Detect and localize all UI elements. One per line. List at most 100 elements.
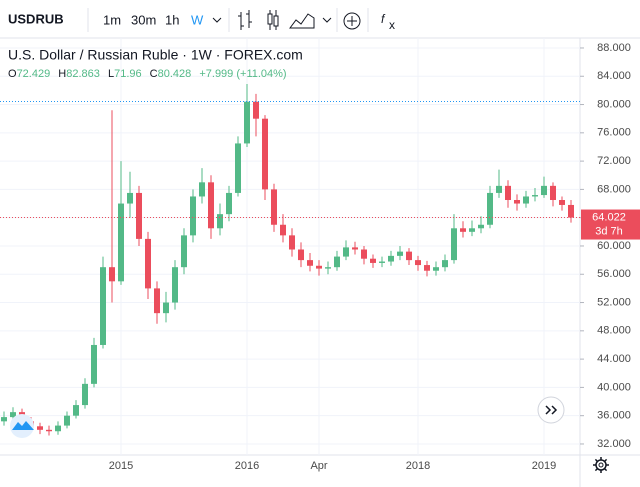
dropdown-arrow[interactable] (212, 17, 222, 23)
candle-body (442, 260, 448, 268)
candle-body (361, 249, 367, 259)
candle-body (514, 200, 520, 204)
bars-icon[interactable] (238, 10, 252, 30)
ohlc-value: 72.429 (17, 68, 51, 80)
candle-body (523, 196, 529, 204)
candle-body (325, 267, 331, 269)
candle-body (469, 228, 475, 232)
candle-body (352, 247, 358, 250)
interval[interactable]: 30m (131, 12, 156, 27)
candle-body (298, 249, 304, 261)
candle-body (253, 101, 259, 119)
indicators-icon[interactable]: f (381, 12, 386, 26)
candle-body (109, 267, 115, 282)
candle-body (199, 182, 205, 197)
y-tick-label: 76.000 (597, 127, 631, 139)
y-tick-label: 52.000 (597, 296, 631, 308)
logo (10, 414, 34, 438)
x-tick-label: Apr (310, 460, 327, 472)
candle-body (82, 383, 88, 406)
candle-body (487, 192, 493, 225)
candle-body (55, 425, 61, 432)
ohlc-key: L (108, 68, 114, 80)
candle-body (460, 228, 466, 232)
candle-body (235, 143, 241, 193)
ohlc-value: 82.863 (66, 68, 100, 80)
y-tick-label: 32.000 (597, 438, 631, 450)
candle-body (244, 101, 250, 144)
interval-active[interactable]: W (191, 12, 204, 27)
dropdown-arrow[interactable] (322, 17, 332, 23)
last-price-label: 64.022 (592, 211, 626, 223)
y-tick-label: 84.000 (597, 70, 631, 82)
candle-body (397, 251, 403, 256)
candle-body (406, 251, 412, 261)
candle-body (496, 185, 502, 193)
candle-body (532, 195, 538, 197)
last-price-box (581, 209, 640, 240)
candle-body (541, 185, 547, 196)
candle-body (280, 224, 286, 236)
candle-body (262, 118, 268, 190)
candle-body (154, 288, 160, 314)
interval[interactable]: 1h (165, 12, 179, 27)
candle-body (64, 415, 70, 426)
candle-body (127, 192, 133, 204)
y-tick-label: 36.000 (597, 410, 631, 422)
candle-body (226, 192, 232, 215)
ohlc-legend: O72.429 H82.863 L71.96 C80.428 +7.999 (+… (8, 68, 287, 80)
candle-body (136, 192, 142, 239)
candle-body (10, 412, 16, 418)
y-tick-label: 60.000 (597, 240, 631, 252)
candle-body (370, 258, 376, 263)
candle-body (172, 267, 178, 303)
symbol[interactable]: USDRUB (8, 11, 64, 26)
candle-body (505, 185, 511, 201)
area-icon[interactable] (289, 13, 315, 29)
candle-body (451, 228, 457, 261)
candle-body (208, 182, 214, 229)
plot (0, 84, 580, 436)
ohlc-key: O (8, 68, 17, 80)
candle-body (46, 429, 52, 432)
candle-body (559, 200, 565, 205)
x-tick-label: 2015 (109, 460, 133, 472)
scroll-button[interactable] (537, 396, 565, 424)
x-tick-label: 2016 (235, 460, 259, 472)
compare-icon[interactable] (343, 12, 361, 30)
candle-body (334, 256, 340, 268)
candles-icon[interactable] (267, 10, 279, 30)
y-tick-label: 68.000 (597, 183, 631, 195)
y-tick-label: 72.000 (597, 155, 631, 167)
ohlc-value: 71.96 (114, 68, 142, 80)
indicators-icon[interactable]: x (389, 18, 395, 32)
candle-body (316, 265, 322, 269)
candle-body (478, 224, 484, 229)
y-tick-label: 40.000 (597, 381, 631, 393)
candle-body (550, 185, 556, 201)
chart-title: U.S. Dollar / Russian Ruble · 1W · FOREX… (8, 47, 303, 63)
countdown-label: 3d 7h (595, 225, 623, 237)
y-tick-label: 48.000 (597, 325, 631, 337)
candle-body (307, 260, 313, 266)
ohlc-key: C (150, 68, 158, 80)
candle-body (118, 203, 124, 282)
change: +7.999 (+11.04%) (199, 68, 286, 80)
y-tick-label: 80.000 (597, 98, 631, 110)
settings-icon[interactable] (593, 457, 609, 473)
candle-body (100, 267, 106, 345)
candle-body (181, 235, 187, 268)
candle-body (343, 247, 349, 257)
candle-body (415, 260, 421, 266)
candle-body (1, 417, 7, 422)
y-tick-label: 56.000 (597, 268, 631, 280)
candle-body (568, 204, 574, 218)
y-tick-label: 88.000 (597, 42, 631, 54)
interval[interactable]: 1m (103, 12, 121, 27)
candle-body (190, 196, 196, 236)
toolbar: USDRUB 1m 30m 1h W f x (0, 8, 640, 39)
axes: 32.000 36.000 40.000 44.000 48.000 52.000 56.0… (109, 42, 640, 472)
